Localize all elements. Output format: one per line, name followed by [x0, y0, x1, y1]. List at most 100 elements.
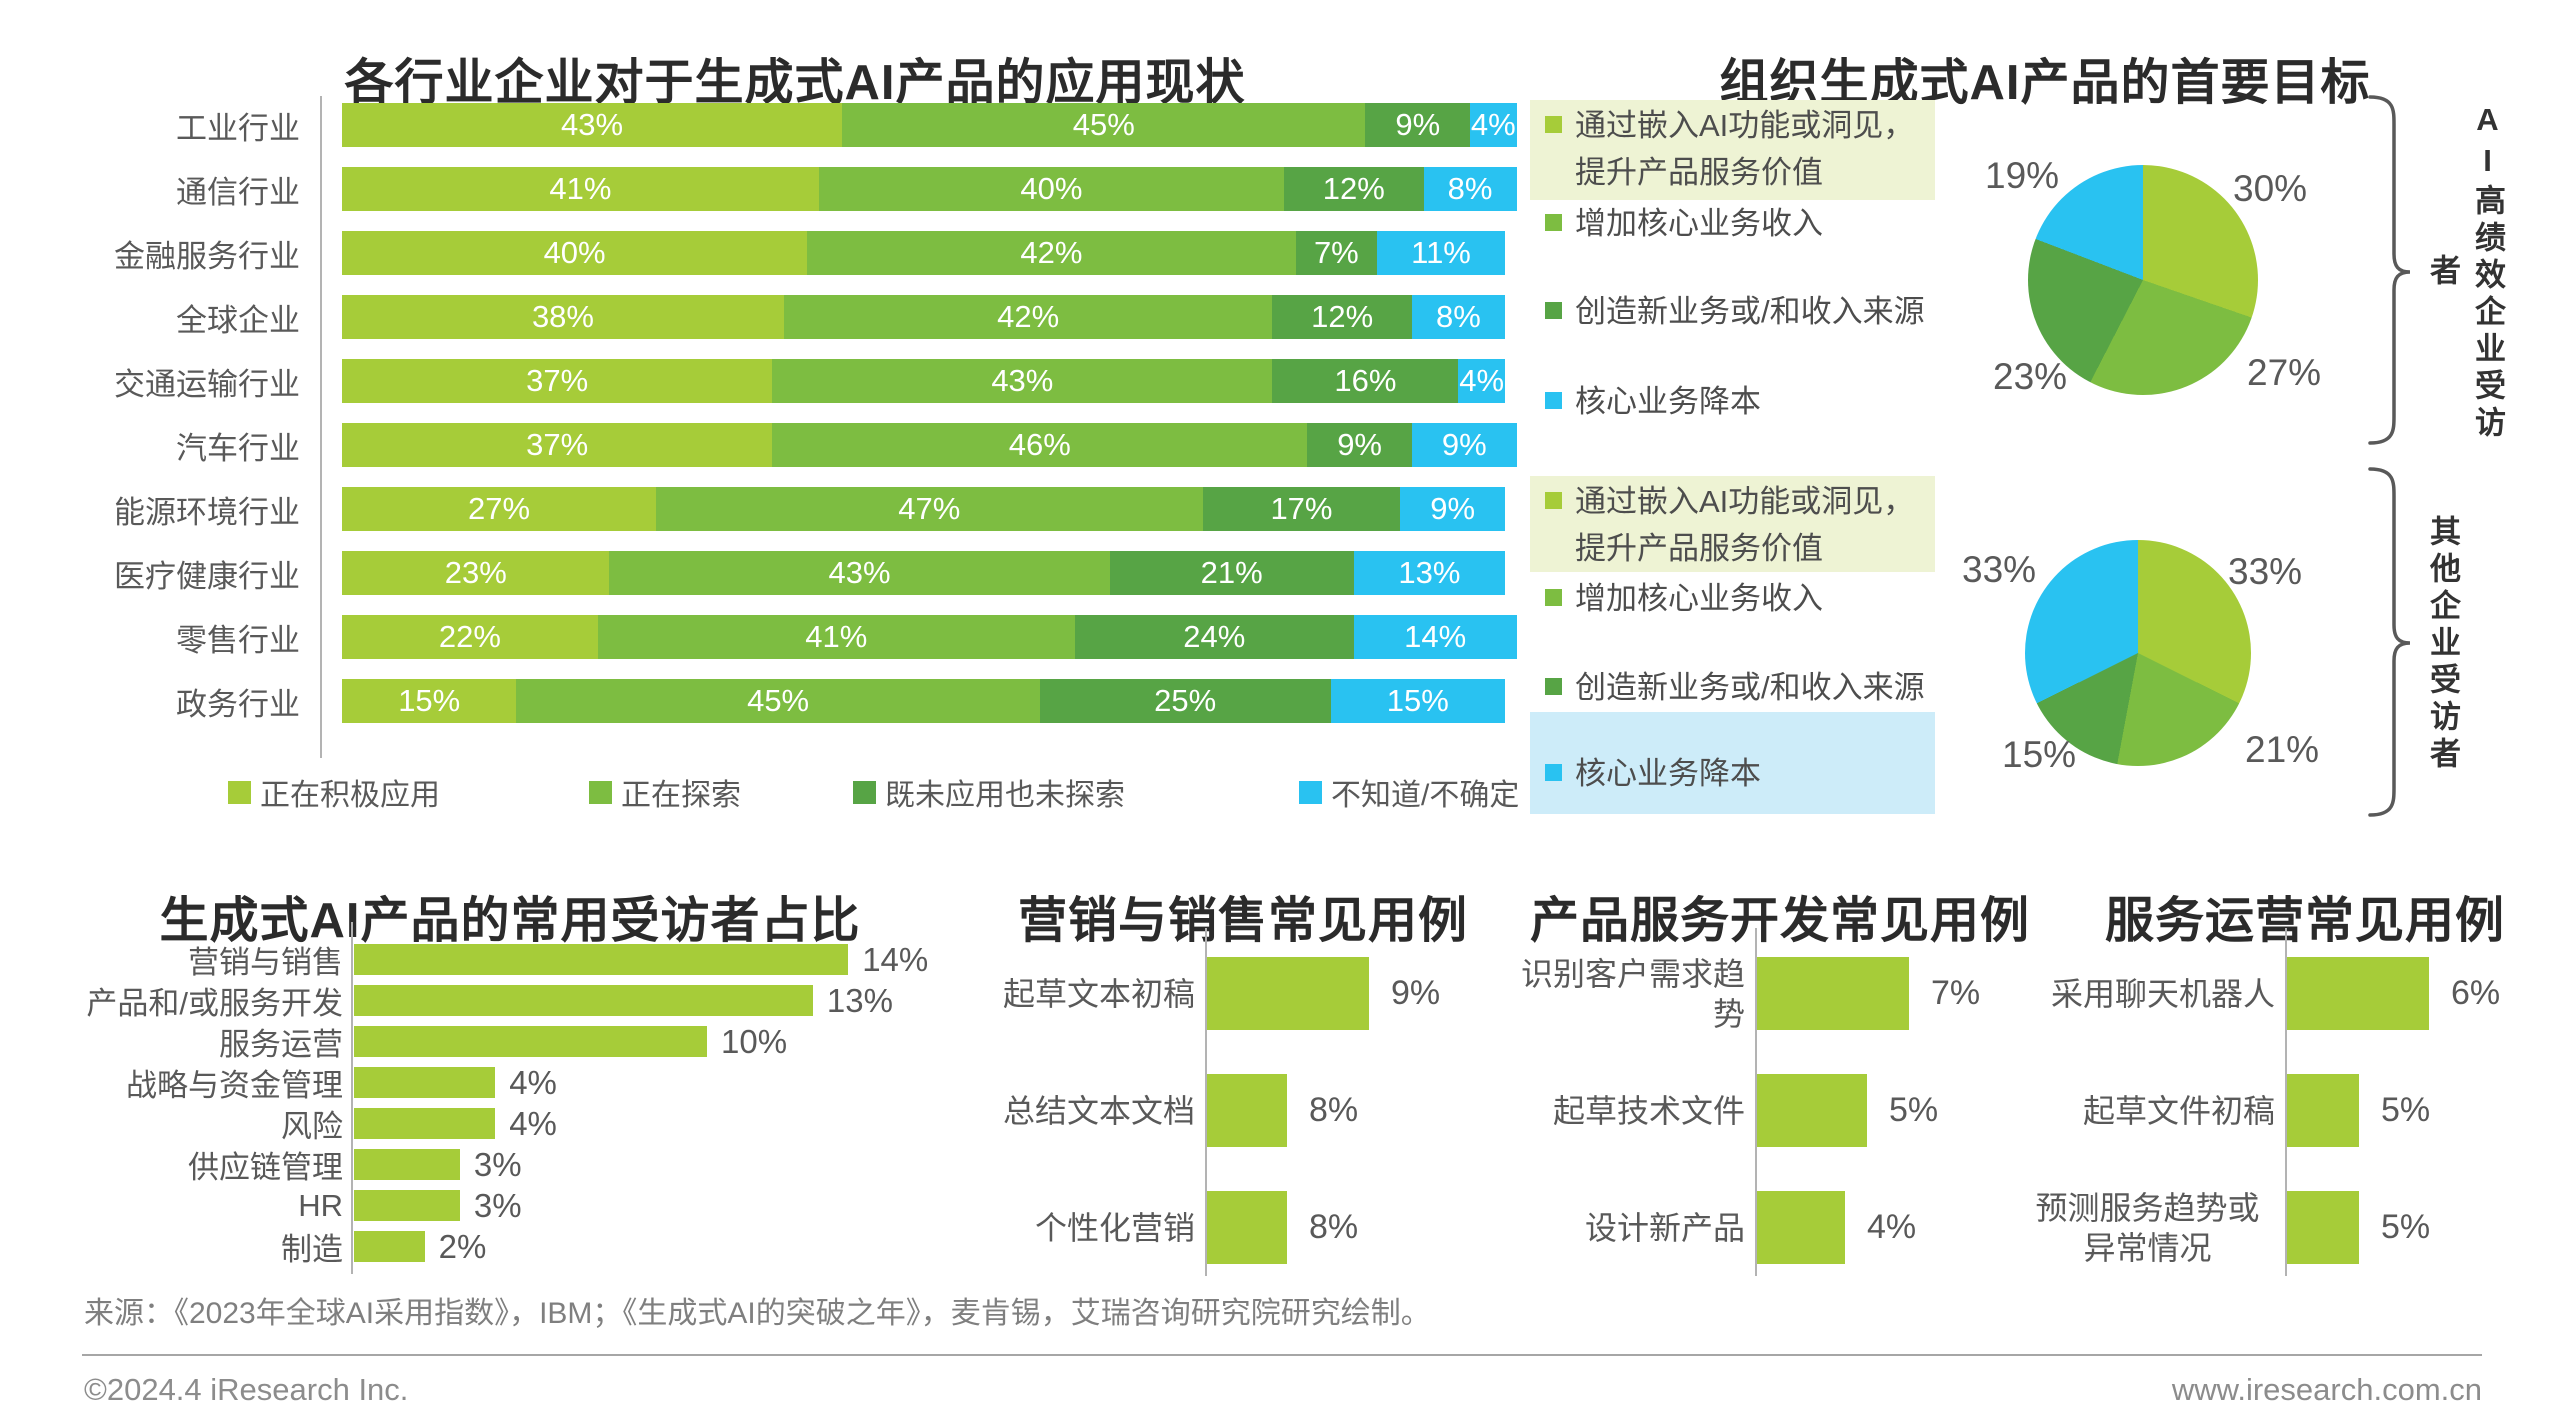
use-case-label: 设计新产品	[1584, 1209, 1745, 1246]
pie-value-label: 23%	[1993, 356, 2068, 397]
use-case-bar	[1757, 1191, 1845, 1264]
function-row-label: 供应链管理	[188, 1150, 343, 1185]
industry-chart-y-axis	[320, 96, 322, 758]
use-case-row: 起草文件初稿 5%	[2020, 1074, 2500, 1147]
function-row-value: 2%	[438, 1227, 487, 1265]
bar-segment-1: 40%	[342, 231, 808, 275]
use-case-label: 起草文本初稿	[1002, 975, 1195, 1012]
industry-row: 通信行业 41% 40% 12% 8%	[0, 167, 1517, 211]
use-case-bar	[1207, 1074, 1287, 1147]
pie-legend-label: 增加核心业务收入	[1575, 581, 1823, 616]
use-case-value: 8%	[1309, 1091, 1359, 1129]
legend-swatch-2	[589, 780, 612, 804]
use-case-label: 预测服务趋势或异常情况	[2035, 1189, 2260, 1266]
brace-high-performers	[2368, 95, 2411, 445]
pie-legend-label: 创造新业务或/和收入来源	[1575, 670, 1925, 705]
function-row-value: 10%	[721, 1022, 788, 1060]
pie-legend-item-cost-reduction-1: 核心业务降本	[1545, 378, 1935, 425]
bar-segment-3: 12%	[1284, 167, 1424, 211]
bar-segment-3: 9%	[1365, 103, 1471, 147]
chart-title-service-ops-use-cases: 服务运营常见用例	[2105, 893, 2506, 948]
legend-highlight-green-top	[1530, 100, 1935, 200]
legend-label: 既未应用也未探索	[885, 779, 1125, 812]
function-row-value: 4%	[509, 1104, 557, 1142]
bar-segment-1: 22%	[342, 615, 598, 659]
use-case-row: 识别客户需求趋势 7%	[1500, 956, 1981, 1032]
footer-copyright: ©2024.4 iResearch Inc.	[84, 1372, 409, 1407]
bar-segment-3: 7%	[1295, 231, 1378, 275]
bar-segment-3: 16%	[1272, 359, 1459, 403]
pie-value-label: 33%	[2228, 551, 2303, 592]
pie-value-label: 27%	[2247, 352, 2322, 393]
legend-swatch-embed-ai	[1545, 116, 1562, 133]
legend-swatch-cost-reduction	[1545, 764, 1562, 781]
legend-swatch-3	[853, 780, 876, 804]
bar-segment-4: 13%	[1353, 551, 1505, 595]
legend-swatch-new-business	[1545, 302, 1562, 319]
bar-segment-4: 4%	[1458, 359, 1505, 403]
bar-segment-4: 15%	[1330, 679, 1505, 723]
industry-row: 交通运输行业 37% 43% 16% 4%	[0, 359, 1517, 403]
function-row-label: 风险	[281, 1109, 343, 1144]
bar-segment-4: 9%	[1411, 423, 1517, 467]
function-row-value: 3%	[473, 1186, 522, 1224]
industry-row-bars: 43% 45% 9% 4%	[342, 103, 1517, 147]
bar-segment-3: 9%	[1307, 423, 1412, 467]
function-row-label: 营销与销售	[188, 945, 343, 980]
use-case-row: 个性化营销 8%	[990, 1191, 1440, 1264]
industry-row: 能源环境行业 27% 47% 17% 9%	[0, 487, 1517, 531]
industry-row-label: 汽车行业	[176, 430, 300, 466]
function-row-bar	[354, 1067, 496, 1098]
use-case-row: 预测服务趋势或异常情况 5%	[2020, 1190, 2500, 1266]
use-case-value: 7%	[1931, 974, 1981, 1012]
marketing-chart-y-axis	[1205, 928, 1207, 1276]
use-case-bar	[1207, 957, 1369, 1030]
industry-row: 政务行业 15% 45% 25% 15%	[0, 679, 1517, 723]
legend-item-1: 正在积极应用	[228, 770, 440, 814]
use-case-bar	[2287, 1191, 2359, 1264]
legend-item-3: 既未应用也未探索	[853, 770, 1125, 814]
bar-segment-3: 21%	[1109, 551, 1354, 595]
pie-value-label: 19%	[1985, 155, 2060, 196]
source-note: 来源：《2023年全球AI采用指数》，IBM；《生成式AI的突破之年》，麦肯锡，…	[84, 1297, 1431, 1330]
use-case-bar	[1757, 1074, 1867, 1147]
pie-value-label: 15%	[2002, 734, 2077, 775]
chart-title-function-share: 生成式AI产品的常用受访者占比	[159, 893, 861, 948]
use-case-value: 4%	[1867, 1208, 1917, 1246]
footer-website-link[interactable]: www.iresearch.com.cn	[2171, 1372, 2482, 1407]
use-case-row: 起草文本初稿 9%	[990, 957, 1440, 1030]
footer-divider	[82, 1354, 2482, 1356]
function-row: HR 3%	[60, 1187, 928, 1224]
pie-other-enterprises	[2025, 540, 2251, 766]
legend-label: 正在探索	[621, 779, 741, 812]
industry-stacked-rows: 工业行业 43% 45% 9% 4% 通信行业 41% 40% 12% 8% 金融服务行业 40% 42…	[0, 103, 1517, 743]
legend-swatch-core-revenue	[1545, 214, 1562, 231]
chart-title-product-dev-use-cases: 产品服务开发常见用例	[1529, 893, 2030, 948]
pie-legend-label: 通过嵌入AI功能或洞见，提升产品服务价值	[1575, 484, 1915, 566]
chart-title-marketing-use-cases: 营销与销售常见用例	[1017, 893, 1468, 948]
use-case-row: 总结文本文档 8%	[990, 1074, 1440, 1147]
service-ops-use-case-rows: 采用聊天机器人 6% 起草文件初稿 5% 预测服务趋势或异常情况 5%	[2020, 957, 2500, 1308]
use-case-bar	[2287, 957, 2429, 1030]
legend-highlight-cyan	[1530, 712, 1935, 814]
use-case-label: 个性化营销	[1034, 1209, 1195, 1246]
bar-segment-2: 43%	[772, 359, 1273, 403]
industry-row-label: 医疗健康行业	[114, 558, 300, 594]
group-label-high-performers: AI高绩效企业受访者	[2425, 101, 2505, 443]
function-row: 风险 4%	[60, 1105, 928, 1145]
product-dev-chart-y-axis	[1755, 928, 1757, 1276]
industry-row-bars: 15% 45% 25% 15%	[342, 679, 1505, 723]
pie-legend-item-embed-ai-2: 通过嵌入AI功能或洞见，提升产品服务价值	[1545, 478, 1935, 572]
use-case-label: 起草技术文件	[1552, 1092, 1745, 1129]
industry-row-label: 全球企业	[176, 302, 300, 338]
use-case-row: 起草技术文件 5%	[1500, 1074, 1980, 1147]
industry-row-label: 零售行业	[176, 622, 300, 658]
bar-segment-4: 4%	[1470, 103, 1517, 147]
use-case-value: 5%	[1889, 1091, 1939, 1129]
bar-segment-3: 24%	[1074, 615, 1354, 659]
pie-legend-label: 通过嵌入AI功能或洞见，提升产品服务价值	[1575, 108, 1915, 190]
use-case-label: 采用聊天机器人	[2050, 975, 2275, 1012]
pie-legend-item-cost-reduction-2: 核心业务降本	[1545, 750, 1935, 797]
function-row: 战略与资金管理 4%	[60, 1064, 928, 1104]
